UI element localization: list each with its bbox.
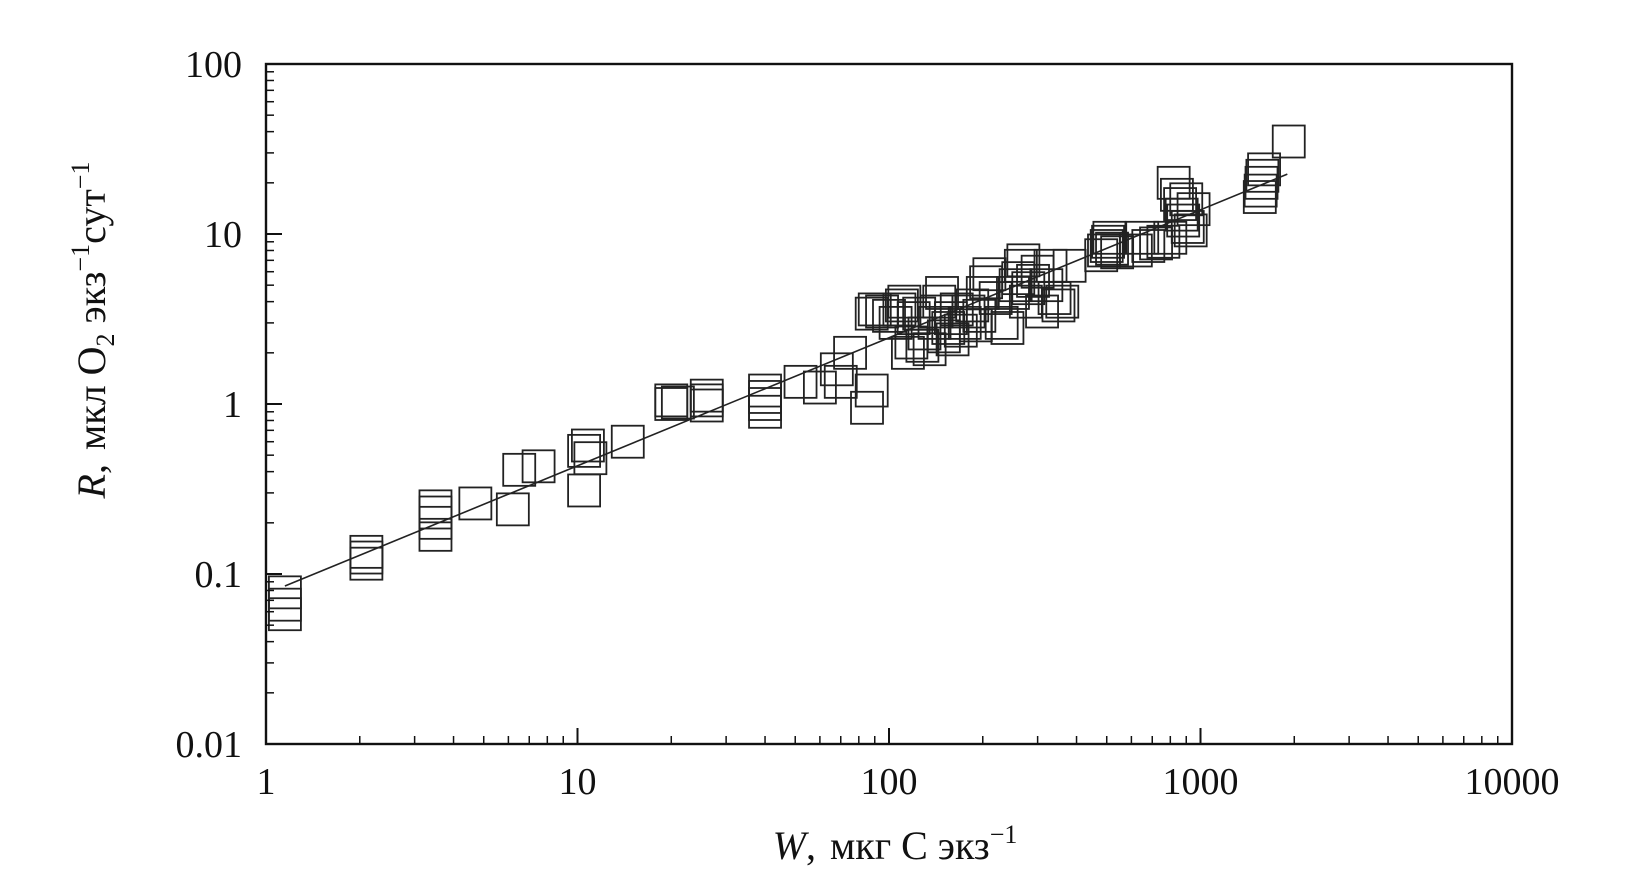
data-point [943, 313, 978, 348]
data-point [349, 534, 384, 569]
x-tick-label: 10 [559, 761, 597, 803]
data-point [1244, 165, 1279, 200]
x-tick-label: 1 [257, 761, 276, 803]
data-point [1125, 220, 1160, 255]
data-point [990, 311, 1025, 345]
data-point [748, 380, 782, 414]
data-point [905, 328, 940, 363]
data-point [912, 332, 947, 367]
data-points [268, 124, 1306, 632]
data-point [1245, 158, 1280, 193]
y-tick-label: 1 [223, 384, 242, 426]
data-point [458, 486, 493, 521]
data-point [573, 441, 608, 476]
data-point [882, 292, 917, 327]
y-tick-label: 0.1 [195, 554, 243, 596]
data-point [1271, 124, 1306, 159]
data-point [833, 335, 867, 370]
data-point [823, 364, 858, 399]
data-point [502, 452, 537, 487]
data-point [689, 378, 724, 413]
plot-frame [264, 62, 1514, 746]
data-point [1170, 210, 1205, 244]
data-point [1006, 243, 1041, 278]
data-point [1176, 192, 1211, 227]
data-point [850, 390, 884, 425]
data-point [884, 288, 919, 323]
data-point [567, 473, 602, 508]
data-point [972, 257, 1007, 292]
data-point [854, 373, 889, 408]
data-point [268, 587, 302, 622]
data-point [984, 305, 1019, 340]
data-point [567, 433, 602, 468]
data-point [1016, 263, 1050, 298]
x-tick-label: 100 [861, 761, 918, 803]
data-point [1052, 248, 1087, 283]
data-point [802, 370, 837, 405]
data-point [748, 373, 782, 408]
x-tick-label: 10000 [1465, 761, 1560, 803]
y-tick-label: 10 [204, 214, 242, 256]
data-point [418, 489, 453, 524]
data-point [1247, 152, 1281, 187]
data-point [783, 364, 818, 399]
data-point [268, 575, 302, 610]
x-axis-ticks: 1 10 100 1000 10000 [257, 728, 1560, 803]
data-point [1045, 284, 1080, 319]
data-point [1131, 229, 1166, 263]
data-point [1095, 231, 1129, 266]
data-point [748, 394, 782, 429]
x-axis-title: W, мкг С экз−1 [773, 820, 1018, 868]
data-point [1166, 203, 1201, 238]
data-point [654, 387, 689, 421]
data-point [1243, 173, 1278, 208]
data-point [955, 288, 990, 323]
data-point [1041, 288, 1076, 323]
x-tick-label: 1000 [1163, 761, 1239, 803]
y-tick-label: 0.01 [176, 724, 243, 766]
data-point [610, 424, 645, 459]
data-point [1118, 233, 1153, 268]
y-tick-label: 100 [185, 44, 242, 86]
y-axis-ticks: 0.01 0.1 1 10 100 [176, 44, 282, 766]
regression-line [284, 173, 1288, 587]
data-point [857, 292, 892, 327]
y-axis-title: R,мкл О2 экз−1сут−1 [66, 162, 120, 500]
data-point [654, 383, 689, 418]
data-point [1089, 229, 1124, 263]
data-point [495, 492, 530, 527]
data-point [660, 385, 695, 420]
